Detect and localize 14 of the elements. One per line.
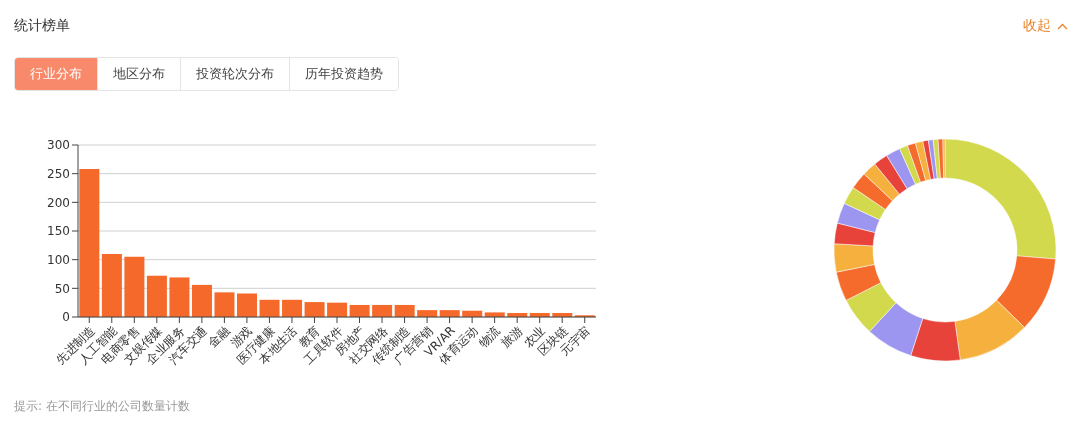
y-tick-label: 50 (54, 281, 70, 296)
text: 地区分布 (97, 58, 180, 90)
y-tick-label: 100 (47, 252, 70, 267)
y-tick-label: 150 (47, 224, 70, 239)
y-tick-label: 0 (62, 310, 70, 325)
y-tick-label: 200 (47, 195, 70, 210)
text: 行业分布 (15, 58, 97, 90)
text: 收起 (1023, 17, 1051, 35)
text: 统计榜单 (14, 17, 70, 35)
text: 历年投资趋势 (289, 58, 398, 90)
y-tick-label: 250 (47, 166, 70, 181)
y-tick-label: 300 (47, 138, 70, 153)
text: 提示: 在不同行业的公司数量计数 (14, 398, 190, 415)
text: 投资轮次分布 (180, 58, 289, 90)
